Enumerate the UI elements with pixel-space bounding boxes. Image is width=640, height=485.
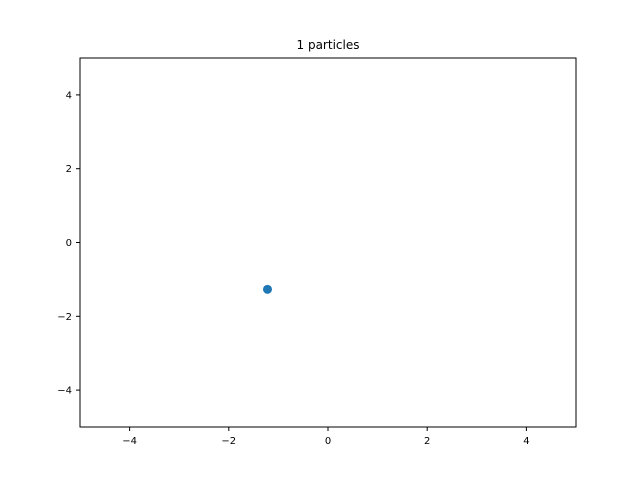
y-tick-label: 0 <box>66 238 72 249</box>
y-tick-label: −2 <box>57 312 72 323</box>
x-tick-label: −2 <box>221 436 236 447</box>
particle-point <box>262 284 272 294</box>
x-tick-label: 4 <box>523 436 529 447</box>
scatter-points <box>262 284 272 294</box>
y-tick-label: −4 <box>57 386 72 397</box>
chart-title: 1 particles <box>297 38 360 52</box>
plot-area-frame <box>79 57 577 428</box>
y-tick-label: 2 <box>66 164 72 175</box>
y-tick-label: 4 <box>66 90 72 101</box>
x-tick-label: 0 <box>325 436 331 447</box>
x-tick-label: −4 <box>122 436 137 447</box>
y-axis: −4 −2 0 2 4 <box>57 90 80 397</box>
x-axis: −4 −2 0 2 4 <box>122 427 530 447</box>
x-tick-label: 2 <box>424 436 430 447</box>
